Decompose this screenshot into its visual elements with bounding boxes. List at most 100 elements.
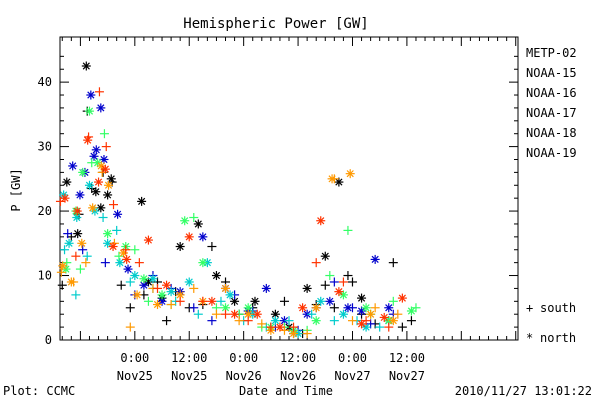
south-point bbox=[329, 277, 339, 287]
north-point bbox=[193, 219, 203, 229]
north-point bbox=[91, 187, 101, 197]
north-point bbox=[162, 280, 172, 290]
south-point bbox=[189, 303, 199, 313]
south-point bbox=[99, 129, 109, 139]
south-point bbox=[189, 283, 199, 293]
north-point bbox=[148, 274, 158, 284]
south-point bbox=[406, 316, 416, 326]
north-point bbox=[325, 296, 335, 306]
series-noaa-19 bbox=[55, 87, 407, 332]
y-tick-label: 40 bbox=[38, 75, 52, 89]
south-point bbox=[311, 258, 321, 268]
south-point bbox=[57, 280, 67, 290]
north-point bbox=[357, 293, 367, 303]
north-point bbox=[139, 274, 149, 284]
north-point bbox=[88, 203, 98, 213]
y-tick-label: 10 bbox=[38, 269, 52, 283]
north-point bbox=[84, 180, 94, 190]
north-point bbox=[302, 283, 312, 293]
south-point bbox=[243, 316, 253, 326]
legend-entry: NOAA-17 bbox=[526, 106, 577, 120]
legend: METP-02 NOAA-15 NOAA-16 NOAA-17 NOAA-18 NOAA-… bbox=[526, 46, 577, 160]
north-point bbox=[81, 61, 91, 71]
south-point bbox=[411, 303, 421, 313]
north-point bbox=[316, 216, 326, 226]
south-point bbox=[101, 142, 111, 152]
south-point bbox=[121, 245, 131, 255]
south-point bbox=[82, 251, 92, 261]
x-tick-time-label: 12:00 bbox=[171, 351, 207, 365]
south-point bbox=[109, 200, 119, 210]
south-point bbox=[166, 300, 176, 310]
north-point bbox=[261, 283, 271, 293]
north-point bbox=[123, 264, 133, 274]
north-point bbox=[230, 309, 240, 319]
south-point bbox=[71, 290, 81, 300]
south-point bbox=[397, 322, 407, 332]
north-point bbox=[334, 177, 344, 187]
south-point bbox=[347, 316, 357, 326]
north-point bbox=[388, 316, 398, 326]
south-point bbox=[279, 296, 289, 306]
south-point bbox=[338, 277, 348, 287]
south-point bbox=[370, 303, 380, 313]
north-point bbox=[370, 254, 380, 264]
south-point bbox=[375, 322, 385, 332]
south-point bbox=[114, 251, 124, 261]
y-tick-label: 30 bbox=[38, 140, 52, 154]
north-point bbox=[198, 258, 208, 268]
north-point bbox=[180, 216, 190, 226]
north-point bbox=[334, 287, 344, 297]
south-point bbox=[343, 225, 353, 235]
south-point bbox=[56, 267, 66, 277]
marker-legend-symbol: + bbox=[526, 301, 533, 315]
north-point bbox=[184, 277, 194, 287]
south-point bbox=[279, 325, 289, 335]
north-point bbox=[157, 290, 167, 300]
legend-entry: NOAA-18 bbox=[526, 126, 577, 140]
x-tick-time-label: 0:00 bbox=[338, 351, 367, 365]
x-tick-time-label: 0:00 bbox=[229, 351, 258, 365]
x-tick-date-label: Nov27 bbox=[334, 369, 370, 383]
north-point bbox=[357, 306, 367, 316]
x-tick-time-label: 12:00 bbox=[280, 351, 316, 365]
x-tick-time-label: 0:00 bbox=[120, 351, 149, 365]
north-point bbox=[100, 164, 110, 174]
north-point bbox=[78, 167, 88, 177]
north-point bbox=[115, 258, 125, 268]
south-point bbox=[143, 296, 153, 306]
north-point bbox=[60, 193, 70, 203]
north-point bbox=[343, 303, 353, 313]
north-point bbox=[68, 161, 78, 171]
marker-legend-label: south bbox=[540, 301, 576, 315]
north-point bbox=[77, 238, 87, 248]
south-point bbox=[55, 196, 65, 206]
south-point bbox=[361, 316, 371, 326]
marker-legend: + south * north bbox=[526, 301, 576, 345]
south-point bbox=[388, 296, 398, 306]
legend-entry: NOAA-15 bbox=[526, 66, 577, 80]
north-point bbox=[132, 290, 142, 300]
north-point bbox=[137, 196, 147, 206]
north-point bbox=[250, 296, 260, 306]
south-point bbox=[393, 309, 403, 319]
north-point bbox=[130, 271, 140, 281]
north-point bbox=[84, 106, 94, 116]
south-point bbox=[198, 296, 208, 306]
north-point bbox=[94, 177, 104, 187]
south-point bbox=[234, 316, 244, 326]
south-point bbox=[266, 322, 276, 332]
north-point bbox=[62, 177, 72, 187]
north-point bbox=[118, 248, 128, 258]
north-point bbox=[103, 229, 113, 239]
south-point bbox=[307, 309, 317, 319]
south-point bbox=[81, 258, 91, 268]
series-metp-02 bbox=[57, 61, 416, 339]
x-tick-date-label: Nov27 bbox=[389, 369, 425, 383]
y-tick-label: 20 bbox=[38, 204, 52, 218]
south-point bbox=[125, 277, 135, 287]
south-point bbox=[329, 303, 339, 313]
y-axis-label: P [GW] bbox=[9, 168, 23, 211]
north-point bbox=[366, 309, 376, 319]
